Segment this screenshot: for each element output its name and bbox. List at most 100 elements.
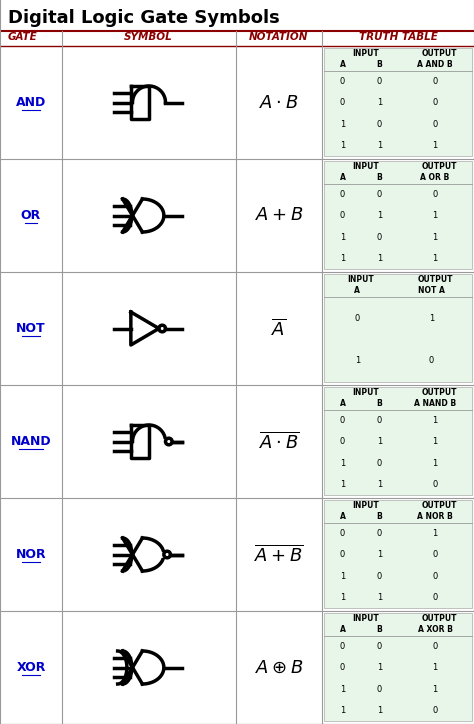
- Text: $A + B$: $A + B$: [255, 206, 303, 224]
- Text: INPUT: INPUT: [352, 501, 379, 510]
- Text: 0: 0: [340, 77, 345, 86]
- Text: A XOR B: A XOR B: [418, 625, 453, 634]
- Text: 1: 1: [377, 141, 382, 150]
- Text: A: A: [339, 512, 346, 521]
- Text: 1: 1: [432, 254, 438, 263]
- Text: 1: 1: [377, 593, 382, 602]
- Text: 1: 1: [377, 550, 382, 560]
- Text: 0: 0: [340, 642, 345, 651]
- Text: 0: 0: [432, 706, 438, 715]
- Text: 1: 1: [340, 593, 345, 602]
- Text: 0: 0: [340, 529, 345, 538]
- Text: 1: 1: [428, 313, 434, 323]
- Text: 1: 1: [340, 685, 345, 694]
- Text: OUTPUT: OUTPUT: [417, 275, 453, 284]
- Text: 1: 1: [340, 480, 345, 489]
- Text: OUTPUT: OUTPUT: [422, 388, 457, 397]
- Text: 0: 0: [377, 529, 382, 538]
- Text: XOR: XOR: [16, 661, 46, 674]
- FancyBboxPatch shape: [324, 387, 472, 495]
- Text: INPUT: INPUT: [352, 49, 379, 58]
- Text: 1: 1: [377, 480, 382, 489]
- Text: 1: 1: [377, 663, 382, 673]
- FancyBboxPatch shape: [324, 48, 472, 156]
- Text: A NOR B: A NOR B: [417, 512, 453, 521]
- Text: A: A: [339, 625, 346, 634]
- FancyBboxPatch shape: [324, 161, 472, 269]
- Text: 0: 0: [432, 98, 438, 107]
- Text: 1: 1: [432, 685, 438, 694]
- Text: $\overline{A}$: $\overline{A}$: [272, 318, 287, 339]
- Text: 1: 1: [377, 706, 382, 715]
- Text: SYMBOL: SYMBOL: [124, 32, 173, 42]
- Text: 0: 0: [377, 685, 382, 694]
- Text: 1: 1: [340, 572, 345, 581]
- Text: AND: AND: [16, 96, 46, 109]
- FancyBboxPatch shape: [324, 500, 472, 608]
- Text: 1: 1: [432, 211, 438, 220]
- Text: A: A: [339, 60, 346, 69]
- Text: 0: 0: [432, 119, 438, 129]
- Text: 1: 1: [377, 98, 382, 107]
- Text: 1: 1: [432, 141, 438, 150]
- Text: 1: 1: [377, 437, 382, 447]
- Text: 1: 1: [432, 458, 438, 468]
- Text: 0: 0: [428, 356, 434, 365]
- Text: $\overline{A \cdot B}$: $\overline{A \cdot B}$: [259, 431, 299, 452]
- Text: NOT: NOT: [16, 322, 46, 335]
- Text: 1: 1: [432, 437, 438, 447]
- Text: 1: 1: [340, 141, 345, 150]
- Text: OUTPUT: OUTPUT: [422, 162, 457, 171]
- Text: $A \cdot B$: $A \cdot B$: [259, 93, 299, 111]
- Text: 0: 0: [432, 190, 438, 199]
- Text: 0: 0: [340, 416, 345, 425]
- Text: 0: 0: [377, 77, 382, 86]
- Text: 1: 1: [340, 458, 345, 468]
- Text: 0: 0: [377, 458, 382, 468]
- Text: 0: 0: [432, 572, 438, 581]
- Text: 0: 0: [340, 190, 345, 199]
- Text: 0: 0: [432, 480, 438, 489]
- Text: 0: 0: [377, 119, 382, 129]
- Text: 1: 1: [432, 232, 438, 242]
- Text: INPUT: INPUT: [352, 162, 379, 171]
- FancyBboxPatch shape: [324, 613, 472, 721]
- Text: TRUTH TABLE: TRUTH TABLE: [358, 32, 438, 42]
- Text: OUTPUT: OUTPUT: [422, 614, 457, 623]
- Text: A OR B: A OR B: [420, 173, 450, 182]
- Text: 0: 0: [432, 642, 438, 651]
- Text: NAND: NAND: [11, 435, 51, 448]
- Text: A: A: [339, 399, 346, 408]
- Text: INPUT: INPUT: [347, 275, 374, 284]
- Text: $A \oplus B$: $A \oplus B$: [255, 659, 303, 676]
- Text: B: B: [377, 399, 383, 408]
- Text: NOTATION: NOTATION: [248, 32, 308, 42]
- Text: A: A: [339, 173, 346, 182]
- Text: OUTPUT: OUTPUT: [422, 49, 457, 58]
- Text: 0: 0: [377, 232, 382, 242]
- Text: 1: 1: [377, 254, 382, 263]
- Text: 0: 0: [377, 416, 382, 425]
- Text: 0: 0: [340, 663, 345, 673]
- Text: 0: 0: [340, 437, 345, 447]
- Text: NOT A: NOT A: [418, 286, 445, 295]
- Text: B: B: [377, 625, 383, 634]
- Text: 0: 0: [340, 211, 345, 220]
- FancyBboxPatch shape: [324, 274, 472, 382]
- Text: B: B: [377, 173, 383, 182]
- Text: OR: OR: [21, 209, 41, 222]
- Text: NOR: NOR: [16, 548, 46, 561]
- Text: 0: 0: [432, 77, 438, 86]
- Text: 0: 0: [377, 642, 382, 651]
- Text: OUTPUT: OUTPUT: [422, 501, 457, 510]
- Text: INPUT: INPUT: [352, 388, 379, 397]
- Text: B: B: [377, 60, 383, 69]
- Text: 0: 0: [377, 190, 382, 199]
- Text: 1: 1: [432, 663, 438, 673]
- Text: A NAND B: A NAND B: [414, 399, 456, 408]
- Text: INPUT: INPUT: [352, 614, 379, 623]
- Text: 1: 1: [340, 232, 345, 242]
- Text: A AND B: A AND B: [417, 60, 453, 69]
- Text: 1: 1: [340, 254, 345, 263]
- Text: 1: 1: [432, 416, 438, 425]
